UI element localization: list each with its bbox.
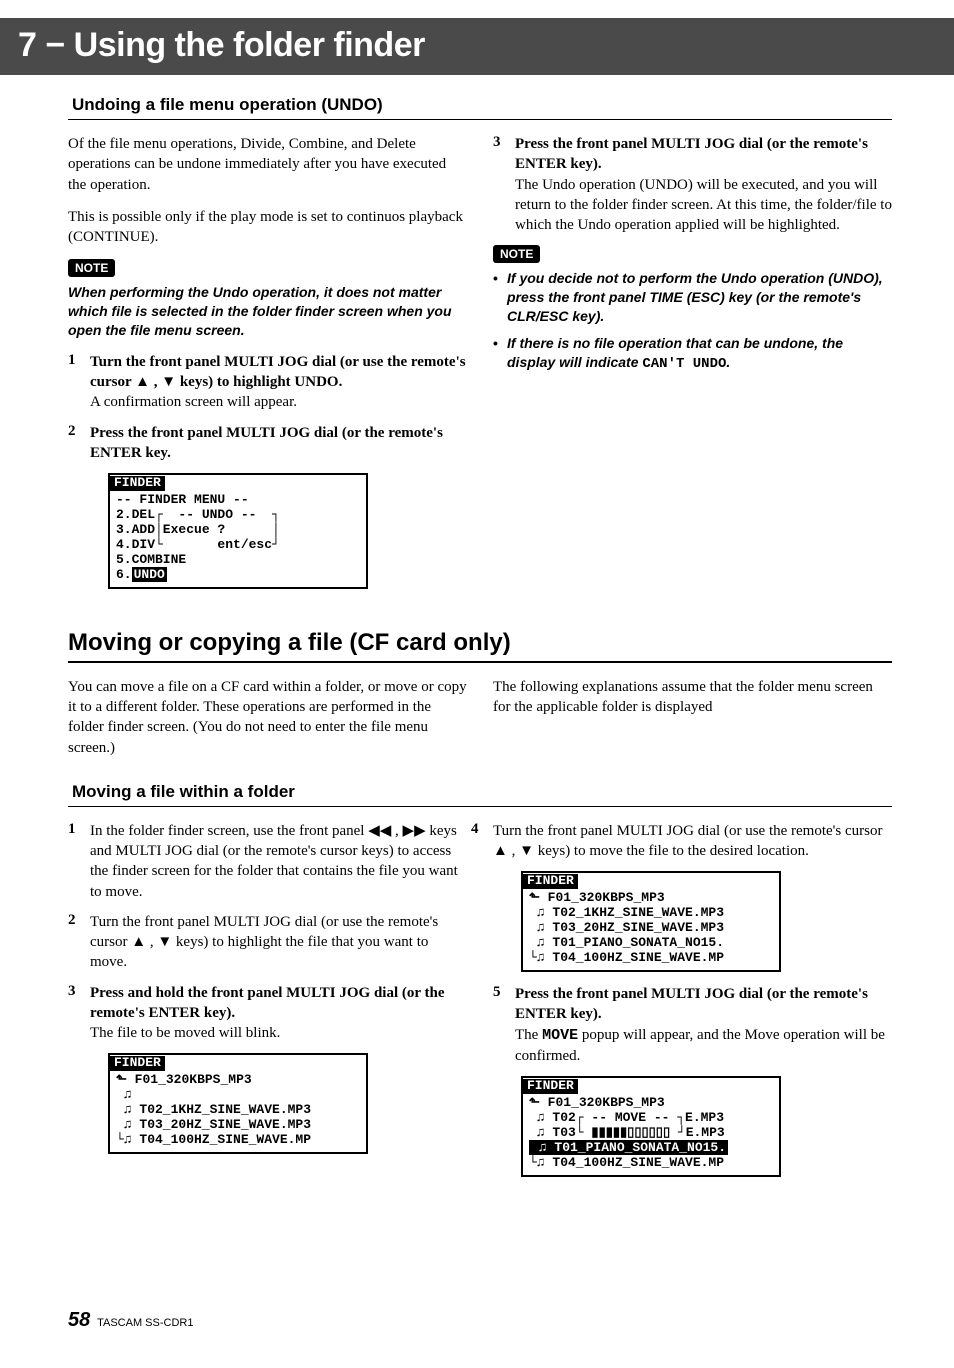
undo-right-col: 3 Press the front panel MULTI JOG dial (… bbox=[493, 134, 892, 601]
note-tag: NOTE bbox=[493, 245, 540, 263]
undo-left-col: Of the file menu operations, Divide, Com… bbox=[68, 134, 467, 601]
step-bold: Press and hold the front panel MULTI JOG… bbox=[90, 985, 445, 1021]
lcd-title: FINDER bbox=[110, 1056, 165, 1071]
step-mono: MOVE bbox=[542, 1027, 578, 1044]
move-step3: 3 Press and hold the front panel MULTI J… bbox=[68, 983, 467, 1044]
step-bold: Press the front panel MULTI JOG dial (or… bbox=[515, 986, 868, 1022]
step-number: 1 bbox=[68, 821, 90, 902]
moving-within-heading: Moving a file within a folder bbox=[68, 782, 892, 802]
moving-right-col: 4 Turn the front panel MULTI JOG dial (o… bbox=[493, 821, 892, 1189]
step-number: 3 bbox=[493, 134, 515, 235]
move-step4: 4 Turn the front panel MULTI JOG dial (o… bbox=[471, 821, 892, 862]
lcd-screen-4: FINDER ⬑ F01_320KBPS_MP3 ♫ T02┌ -- MOVE … bbox=[521, 1076, 781, 1177]
step-text: Press the front panel MULTI JOG dial (or… bbox=[515, 984, 892, 1066]
undo-columns: Of the file menu operations, Divide, Com… bbox=[68, 134, 892, 601]
moving-within-columns: 1 In the folder finder screen, use the f… bbox=[68, 821, 892, 1189]
move-copy-right: The following explanations assume that t… bbox=[493, 677, 892, 770]
lcd-title: FINDER bbox=[523, 874, 578, 889]
move-step5: 5 Press the front panel MULTI JOG dial (… bbox=[493, 984, 892, 1066]
undo-step2: 2 Press the front panel MULTI JOG dial (… bbox=[68, 423, 467, 464]
step-bold: Press the front panel MULTI JOG dial (or… bbox=[515, 136, 868, 172]
step-bold: Press the front panel MULTI JOG dial (or… bbox=[90, 425, 443, 461]
step-plain: The Undo operation (UNDO) will be execut… bbox=[515, 177, 892, 234]
step-number: 3 bbox=[68, 983, 90, 1044]
note-body: When performing the Undo operation, it d… bbox=[68, 283, 467, 340]
move-step1: 1 In the folder finder screen, use the f… bbox=[68, 821, 467, 902]
move-copy-columns: You can move a file on a CF card within … bbox=[68, 677, 892, 770]
heading-rule bbox=[68, 806, 892, 807]
lcd-screen-3: FINDER ⬑ F01_320KBPS_MP3 ♫ T02_1KHZ_SINE… bbox=[521, 871, 781, 972]
step-plain: A confirmation screen will appear. bbox=[90, 394, 297, 410]
move-copy-p-left: You can move a file on a CF card within … bbox=[68, 677, 467, 758]
step-text: Press the front panel MULTI JOG dial (or… bbox=[515, 134, 892, 235]
lcd-screen-1: FINDER -- FINDER MENU -- 2.DEL┌ -- UNDO … bbox=[108, 473, 368, 589]
heading-rule bbox=[68, 119, 892, 120]
move-copy-heading: Moving or copying a file (CF card only) bbox=[68, 629, 892, 663]
step-plain-a: The bbox=[515, 1027, 542, 1043]
step-bold: Turn the front panel MULTI JOG dial (or … bbox=[493, 821, 892, 862]
lcd-title: FINDER bbox=[523, 1079, 578, 1094]
undo-p2: This is possible only if the play mode i… bbox=[68, 207, 467, 248]
lcd-screen-2: FINDER ⬑ F01_320KBPS_MP3 ♫ ♫ T02_1KHZ_SI… bbox=[108, 1053, 368, 1154]
step-text: Press the front panel MULTI JOG dial (or… bbox=[90, 423, 467, 464]
undo-heading: Undoing a file menu operation (UNDO) bbox=[68, 95, 892, 115]
page-number: 58 bbox=[68, 1309, 90, 1331]
chapter-header: 7 − Using the folder finder bbox=[0, 18, 954, 75]
step-text: Press and hold the front panel MULTI JOG… bbox=[90, 983, 467, 1044]
move-step2: 2 Turn the front panel MULTI JOG dial (o… bbox=[68, 912, 467, 973]
lcd-body: ⬑ F01_320KBPS_MP3 ♫ ♫ T02_1KHZ_SINE_WAVE… bbox=[110, 1071, 366, 1152]
moving-left-col: 1 In the folder finder screen, use the f… bbox=[68, 821, 467, 1189]
page-footer: 58 TASCAM SS-CDR1 bbox=[68, 1309, 193, 1332]
move-copy-left: You can move a file on a CF card within … bbox=[68, 677, 467, 770]
step-number: 1 bbox=[68, 352, 90, 413]
undo-step3: 3 Press the front panel MULTI JOG dial (… bbox=[493, 134, 892, 235]
footer-label: TASCAM SS-CDR1 bbox=[97, 1317, 193, 1329]
lcd-body: ⬑ F01_320KBPS_MP3 ♫ T02┌ -- MOVE -- ┐E.M… bbox=[523, 1094, 779, 1175]
step-number: 5 bbox=[493, 984, 515, 1066]
lcd-title: FINDER bbox=[110, 476, 165, 491]
chapter-title: 7 − Using the folder finder bbox=[18, 26, 936, 65]
page-content: Undoing a file menu operation (UNDO) Of … bbox=[0, 75, 954, 1189]
note-bullet-2: If there is no file operation that can b… bbox=[493, 334, 892, 374]
undo-step1: 1 Turn the front panel MULTI JOG dial (o… bbox=[68, 352, 467, 413]
step-plain: The file to be moved will blink. bbox=[90, 1025, 280, 1041]
move-copy-p-right: The following explanations assume that t… bbox=[493, 677, 892, 718]
step-number: 2 bbox=[68, 423, 90, 464]
step-bold: Turn the front panel MULTI JOG dial (or … bbox=[90, 354, 466, 390]
step-bold: In the folder finder screen, use the fro… bbox=[90, 821, 467, 902]
lcd-body: ⬑ F01_320KBPS_MP3 ♫ T02_1KHZ_SINE_WAVE.M… bbox=[523, 889, 779, 970]
note-bullet-1: If you decide not to perform the Undo op… bbox=[493, 269, 892, 326]
step-number: 2 bbox=[68, 912, 90, 973]
step-number: 4 bbox=[471, 821, 493, 862]
note-tag: NOTE bbox=[68, 259, 115, 277]
step-text: Turn the front panel MULTI JOG dial (or … bbox=[90, 352, 467, 413]
undo-p1: Of the file menu operations, Divide, Com… bbox=[68, 134, 467, 195]
lcd-body: -- FINDER MENU -- 2.DEL┌ -- UNDO -- ┐ 3.… bbox=[110, 491, 366, 587]
step-bold: Turn the front panel MULTI JOG dial (or … bbox=[90, 912, 467, 973]
